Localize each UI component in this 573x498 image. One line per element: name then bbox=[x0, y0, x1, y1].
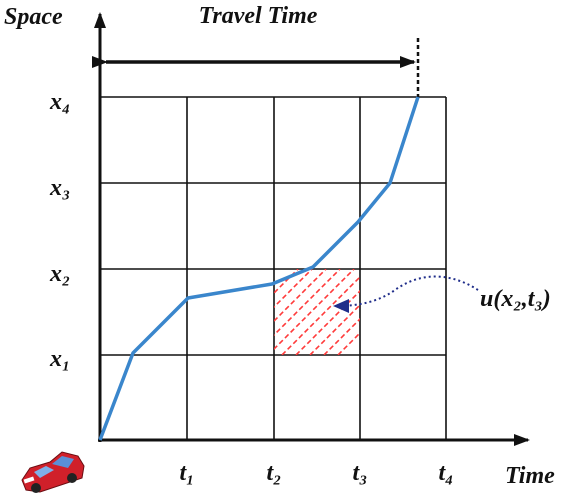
car-icon bbox=[22, 452, 84, 493]
diagram: Space Time Travel Time x₁ x₂ x₃ x₄ t₁ t₂… bbox=[0, 0, 573, 498]
hatched-cell bbox=[212, 269, 424, 355]
x-tick-label: t₃ bbox=[352, 460, 367, 486]
title: Travel Time bbox=[199, 3, 318, 29]
x-tick-label: t₂ bbox=[266, 460, 281, 486]
y-tick-label: x₁ bbox=[49, 346, 70, 372]
grid bbox=[100, 97, 446, 440]
x-tick-label: t₁ bbox=[179, 460, 194, 486]
y-tick-label: x₄ bbox=[49, 89, 70, 115]
x-tick-label: t₄ bbox=[438, 460, 453, 486]
y-tick-label: x₂ bbox=[49, 261, 70, 287]
annotation: u(x₂,t₃) bbox=[480, 286, 551, 312]
x-axis-label: Time bbox=[505, 463, 555, 489]
annotation-arrow bbox=[337, 277, 478, 307]
y-tick-label: x₃ bbox=[49, 175, 70, 201]
y-axis-label: Space bbox=[4, 4, 63, 30]
